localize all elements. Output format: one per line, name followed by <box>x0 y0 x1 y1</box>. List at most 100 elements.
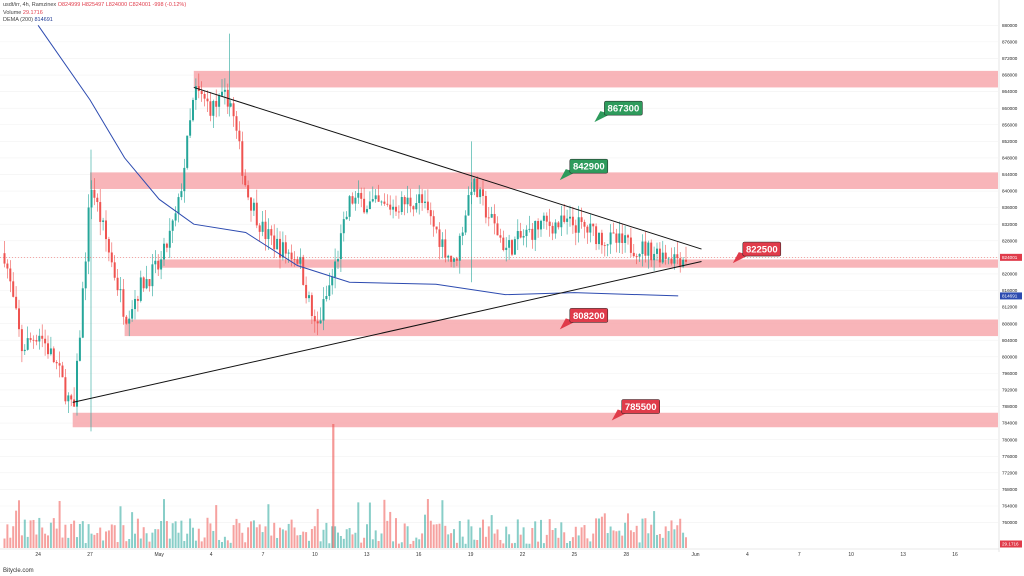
candle-body <box>629 237 632 253</box>
candle-body <box>316 321 319 324</box>
volume-bar <box>513 542 516 548</box>
volume-bar <box>23 519 26 548</box>
volume-bar <box>313 526 316 548</box>
volume-bar <box>632 532 635 548</box>
candle-body <box>679 258 682 267</box>
candle-body <box>142 277 145 289</box>
candle-body <box>389 204 392 210</box>
candle-body <box>580 217 583 222</box>
volume-bar <box>403 523 406 548</box>
volume-bar <box>473 539 476 548</box>
volume-bar <box>18 500 20 548</box>
candle-body <box>603 245 606 247</box>
volume-bar <box>400 542 403 548</box>
candle-body <box>20 329 23 352</box>
volume-spike-bar <box>332 424 335 548</box>
volume-bar <box>583 525 586 548</box>
candle-body <box>334 261 337 277</box>
volume-bar <box>667 531 670 548</box>
volume-bar <box>165 521 168 548</box>
dema-value: 814691 <box>34 17 53 23</box>
volume-bar <box>192 527 194 548</box>
volume-bar <box>238 523 241 548</box>
volume-bar <box>342 538 345 548</box>
zone-842900 <box>90 172 998 189</box>
candle-body <box>200 90 203 95</box>
candle-body <box>189 120 192 136</box>
volume-bar <box>580 527 583 548</box>
candle-body <box>154 260 157 265</box>
volume-bar <box>557 537 560 548</box>
candle-body <box>418 194 421 204</box>
price-tag-box <box>1000 540 1022 548</box>
candle-body <box>574 225 577 233</box>
volume-bar <box>574 526 577 548</box>
candle-body <box>505 247 508 251</box>
volume-bar <box>389 511 392 548</box>
candle-body <box>621 233 624 243</box>
level-label-text: 867300 <box>608 104 640 115</box>
volume-bar <box>90 533 93 548</box>
volume-bar <box>319 541 322 548</box>
candle-body <box>563 215 566 222</box>
volume-bar <box>664 526 667 548</box>
candle-body <box>229 103 232 107</box>
candle-body <box>165 243 168 248</box>
candle-body <box>23 349 26 352</box>
candle-body <box>76 360 78 407</box>
candle-body <box>618 233 621 243</box>
volume-bar <box>435 524 438 548</box>
time-tick-label: 28 <box>624 552 630 558</box>
candle-body <box>218 95 221 107</box>
candle-body <box>473 178 476 192</box>
volume-bar <box>345 529 348 548</box>
price-tag-text: 824001 <box>1002 255 1018 260</box>
volume-bar <box>537 541 540 548</box>
time-tick-label: 10 <box>312 552 318 558</box>
volume-bar <box>218 539 221 548</box>
price-tag-text: 29.1716 <box>1002 542 1019 547</box>
time-tick-label: 7 <box>262 552 265 558</box>
candle-body <box>415 203 418 210</box>
volume-bar <box>502 543 505 548</box>
volume-bar <box>194 540 197 548</box>
volume-bar <box>276 537 279 548</box>
volume-bar <box>548 519 551 548</box>
volume-bar <box>244 542 247 548</box>
volume-bar <box>302 531 305 548</box>
level-label-box <box>742 241 782 257</box>
volume-bar <box>679 518 682 548</box>
volume-bar <box>26 536 29 548</box>
volume-bar <box>160 521 163 548</box>
volume-bar <box>525 543 528 548</box>
volume-bar <box>377 541 380 548</box>
volume-bar <box>139 538 142 548</box>
volume-bar <box>351 534 354 548</box>
candle-body <box>6 263 9 269</box>
candle-body <box>366 209 368 213</box>
candle-body <box>606 244 609 246</box>
candle-body <box>493 213 496 224</box>
candle-body <box>209 101 212 116</box>
candle-body <box>551 225 554 234</box>
candle-body <box>322 299 325 321</box>
candle-body <box>49 348 52 355</box>
volume-bar <box>522 527 525 548</box>
candle-body <box>351 196 354 204</box>
candle-body <box>64 377 67 402</box>
candle-body <box>96 197 99 203</box>
candle-body <box>641 241 644 254</box>
candle-body <box>134 298 136 310</box>
candle-body <box>685 259 687 262</box>
time-tick-label: 13 <box>900 552 906 558</box>
candle-body <box>32 339 35 341</box>
volume-bar <box>64 524 67 548</box>
price-tick-label: 860000 <box>1002 106 1018 111</box>
price-tag-box <box>1000 292 1022 300</box>
candle-body <box>676 254 679 259</box>
volume-bar <box>511 543 513 548</box>
price-tick-label: 864000 <box>1002 89 1018 94</box>
volume-bar <box>479 527 482 548</box>
volume-bars <box>3 424 687 548</box>
